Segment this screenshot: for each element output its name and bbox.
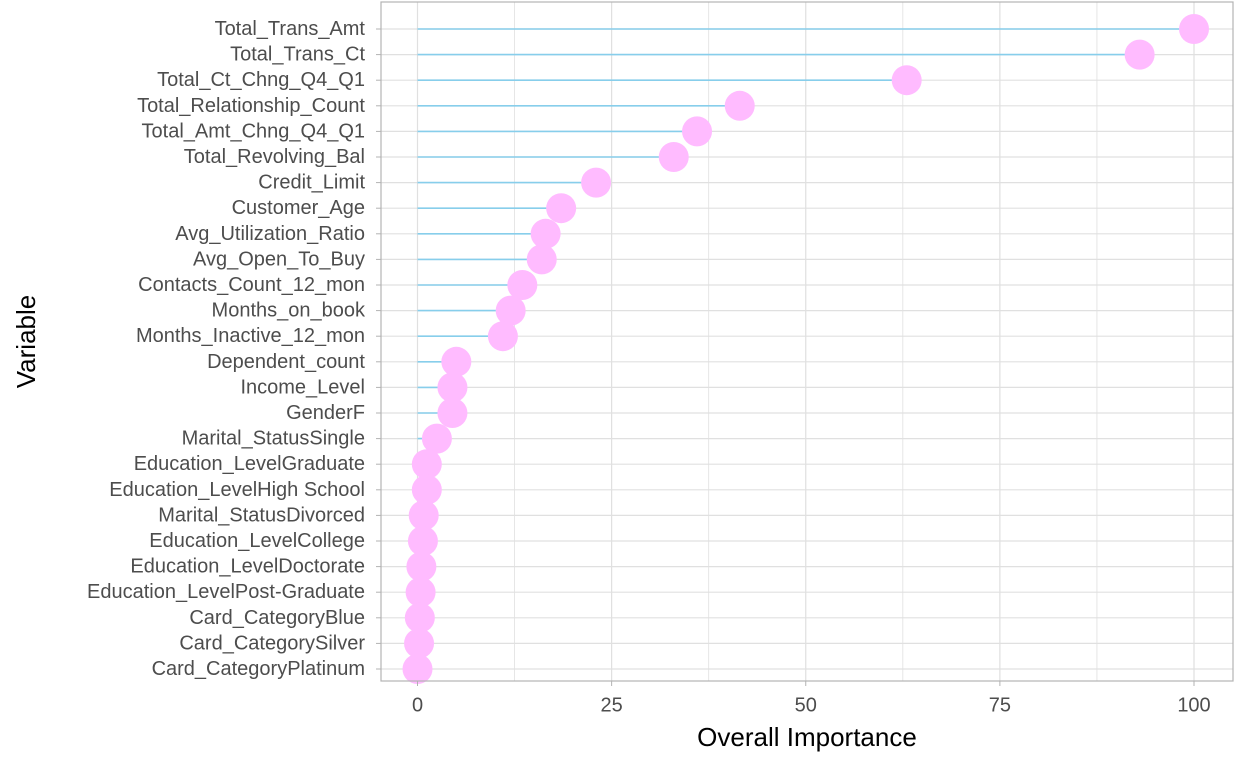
data-point (441, 346, 472, 377)
stem-layer (417, 28, 1194, 645)
y-tick-label: Income_Level (240, 376, 365, 398)
data-point (404, 602, 435, 633)
y-tick-label: Total_Amt_Chng_Q4_Q1 (142, 120, 365, 142)
y-tick-label: Education_LevelHigh School (109, 479, 365, 501)
data-point (581, 167, 612, 198)
data-point (406, 551, 437, 582)
y-tick-label: Dependent_count (207, 351, 365, 373)
data-point (526, 244, 557, 275)
data-point (404, 628, 435, 659)
y-tick-label: Avg_Utilization_Ratio (175, 223, 365, 245)
y-tick-label: Total_Trans_Ct (230, 44, 365, 66)
data-point (724, 90, 755, 121)
y-tick-label: Card_CategoryPlatinum (152, 658, 365, 680)
y-tick-label: Total_Ct_Chng_Q4_Q1 (157, 69, 365, 91)
data-point (891, 65, 922, 96)
data-point (437, 372, 468, 403)
x-tick-label: 75 (989, 694, 1011, 716)
data-point (437, 398, 468, 428)
data-point (411, 474, 442, 505)
data-point (1179, 14, 1209, 44)
data-point (402, 654, 433, 684)
x-tick-label: 100 (1177, 694, 1210, 716)
data-point (546, 193, 577, 224)
panel-border (380, 1, 1234, 682)
point-layer (402, 14, 1209, 684)
data-point (682, 116, 713, 147)
data-point (421, 423, 452, 454)
y-tick-label: Marital_StatusDivorced (158, 504, 365, 526)
x-tick-label: 25 (601, 694, 623, 716)
y-tick-label: Card_CategoryBlue (189, 607, 365, 629)
y-tick-label: Education_LevelPost-Graduate (87, 581, 365, 603)
data-point (507, 270, 538, 300)
y-tick-label: Education_LevelCollege (149, 530, 365, 552)
y-axis-title: Variable (11, 295, 41, 388)
y-tick-label: Avg_Open_To_Buy (193, 248, 365, 270)
y-tick-label: Total_Relationship_Count (137, 95, 365, 117)
y-tick-label: Months_Inactive_12_mon (136, 325, 365, 347)
y-tick-label: Customer_Age (232, 197, 365, 219)
y-tick-label: Marital_StatusSingle (182, 428, 365, 450)
y-tick-label: Months_on_book (212, 300, 366, 322)
y-tick-label: Education_LevelGraduate (134, 453, 365, 475)
x-tick-label: 50 (795, 694, 817, 716)
y-tick-label: Card_CategorySilver (179, 632, 365, 654)
y-tick-labels: Total_Trans_Amt Total_Trans_Ct Total_Ct_Ch… (87, 18, 381, 680)
data-point (495, 295, 526, 326)
y-tick-label: GenderF (286, 402, 365, 424)
x-axis-title: Overall Importance (697, 722, 917, 752)
data-point (405, 577, 436, 608)
y-tick-label: Total_Trans_Amt (215, 18, 366, 40)
data-point (411, 449, 442, 480)
y-tick-label: Contacts_Count_12_mon (138, 274, 365, 296)
data-point (408, 500, 439, 531)
x-tick-labels: 0 25 50 75 100 (412, 681, 1211, 716)
y-tick-label: Total_Revolving_Bal (184, 146, 365, 168)
data-point (530, 218, 561, 249)
data-point (658, 142, 689, 172)
data-point (407, 526, 438, 556)
y-tick-label: Education_LevelDoctorate (130, 556, 365, 578)
data-point (487, 321, 518, 352)
x-tick-label: 0 (412, 694, 423, 716)
y-tick-label: Credit_Limit (258, 172, 365, 194)
data-point (1124, 39, 1155, 70)
